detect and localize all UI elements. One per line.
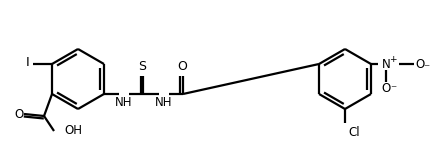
Text: +: + <box>389 55 397 64</box>
Text: N: N <box>381 58 391 70</box>
Text: O: O <box>415 58 425 70</box>
Text: S: S <box>138 60 146 73</box>
Text: OH: OH <box>64 125 82 137</box>
Text: NH: NH <box>115 97 133 109</box>
Text: NH: NH <box>155 97 173 109</box>
Text: O: O <box>14 107 24 121</box>
Text: O: O <box>381 82 391 94</box>
Text: ⁻: ⁻ <box>390 83 396 97</box>
Text: O: O <box>177 60 187 73</box>
Text: Cl: Cl <box>348 127 359 140</box>
Text: ⁻: ⁻ <box>423 63 429 76</box>
Text: I: I <box>25 57 29 70</box>
